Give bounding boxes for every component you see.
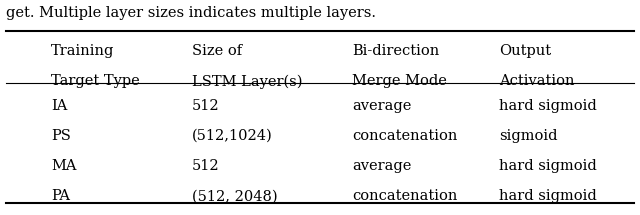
Text: concatenation: concatenation [352, 189, 458, 203]
Text: IA: IA [51, 99, 68, 113]
Text: get. Multiple layer sizes indicates multiple layers.: get. Multiple layer sizes indicates mult… [6, 6, 376, 20]
Text: average: average [352, 159, 412, 173]
Text: Merge Mode: Merge Mode [352, 74, 447, 88]
Text: Target Type: Target Type [51, 74, 140, 88]
Text: 512: 512 [192, 159, 220, 173]
Text: hard sigmoid: hard sigmoid [499, 99, 597, 113]
Text: LSTM Layer(s): LSTM Layer(s) [192, 74, 303, 89]
Text: MA: MA [51, 159, 77, 173]
Text: 512: 512 [192, 99, 220, 113]
Text: Output: Output [499, 44, 551, 58]
Text: concatenation: concatenation [352, 129, 458, 143]
Text: PS: PS [51, 129, 71, 143]
Text: Training: Training [51, 44, 115, 58]
Text: hard sigmoid: hard sigmoid [499, 189, 597, 203]
Text: (512,1024): (512,1024) [192, 129, 273, 143]
Text: sigmoid: sigmoid [499, 129, 557, 143]
Text: Bi-direction: Bi-direction [352, 44, 439, 58]
Text: Activation: Activation [499, 74, 575, 88]
Text: (512, 2048): (512, 2048) [192, 189, 278, 203]
Text: average: average [352, 99, 412, 113]
Text: hard sigmoid: hard sigmoid [499, 159, 597, 173]
Text: Size of: Size of [192, 44, 242, 58]
Text: PA: PA [51, 189, 70, 203]
